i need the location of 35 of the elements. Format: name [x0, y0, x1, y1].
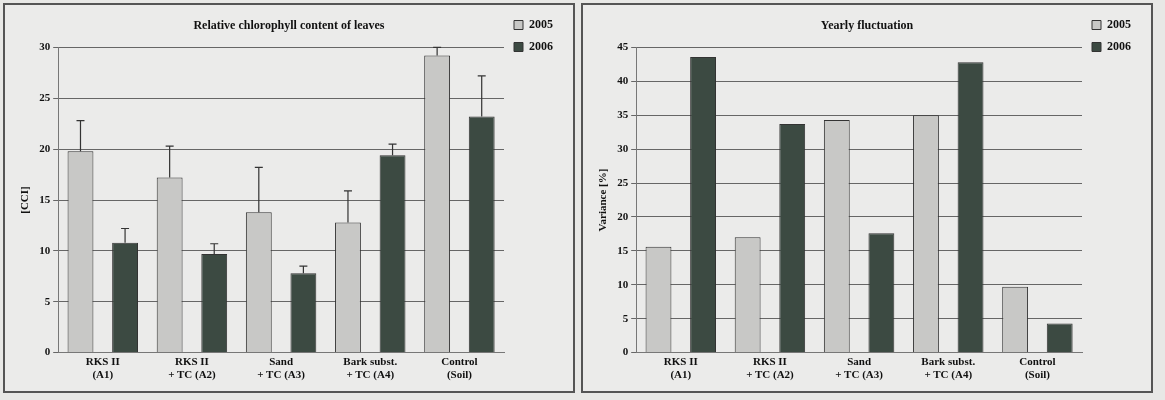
y-tick-label: 30 — [39, 40, 51, 53]
x-tick-label: RKS II + TC (A2) — [168, 355, 217, 382]
y-axis-title: Variance [%] — [596, 168, 609, 232]
y-tick-label: 5 — [622, 311, 629, 324]
x-tick-label: RKS II (A1) — [663, 355, 698, 382]
y-tick-label: 25 — [39, 91, 51, 104]
x-tick-label: Control (Soil) — [441, 355, 478, 382]
y-tick-label: 5 — [44, 294, 51, 307]
x-tick-label: Sand + TC (A3) — [257, 355, 306, 382]
legend-label: 2005 — [1107, 17, 1131, 32]
legend-label: 2006 — [529, 39, 553, 54]
x-tick-label: Bark subst. + TC (A4) — [343, 355, 398, 382]
y-axis-title: [CCI] — [18, 186, 31, 214]
y-tick-label: 40 — [617, 74, 629, 87]
chart-title: Relative chlorophyll content of leaves — [193, 18, 385, 33]
x-tick-label: Bark subst. + TC (A4) — [921, 355, 976, 382]
y-tick-label: 30 — [617, 141, 629, 154]
legend-label: 2006 — [1107, 39, 1131, 54]
x-tick-label: RKS II + TC (A2) — [746, 355, 795, 382]
y-tick-label: 10 — [617, 277, 629, 290]
y-tick-label: 15 — [617, 243, 629, 256]
y-tick-label: 20 — [39, 141, 51, 154]
y-tick-label: 10 — [39, 243, 51, 256]
chart-title: Yearly fluctuation — [820, 18, 914, 33]
y-tick-label: 0 — [44, 345, 51, 358]
y-tick-label: 45 — [617, 40, 629, 53]
x-tick-label: Sand + TC (A3) — [835, 355, 884, 382]
y-tick-label: 25 — [617, 175, 629, 188]
y-tick-label: 20 — [617, 209, 629, 222]
y-tick-label: 35 — [617, 108, 629, 121]
legend-label: 2005 — [529, 17, 553, 32]
x-tick-label: Control (Soil) — [1019, 355, 1056, 382]
x-tick-label: RKS II (A1) — [85, 355, 120, 382]
y-tick-label: 0 — [622, 345, 629, 358]
y-tick-label: 15 — [39, 192, 51, 205]
